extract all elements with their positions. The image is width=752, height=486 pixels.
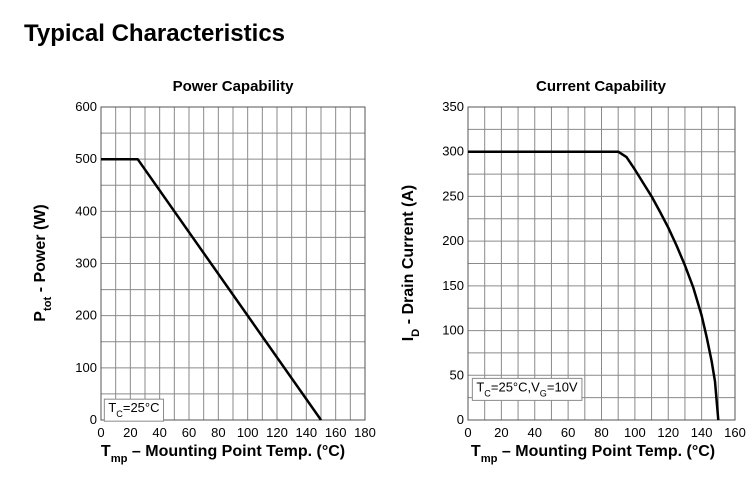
x-tick-label: 20 [494,425,508,440]
y-tick-label: 400 [75,203,97,218]
y-tick-label: 50 [450,367,464,382]
x-tick-label: 60 [561,425,575,440]
chart-2: 0 20 40 60 80 100 120 140 160 0 50 100 150 200 250 300 3… [400,78,746,465]
x-tick-label: 160 [724,425,746,440]
y-tick-label: 100 [442,323,464,338]
y-tick-label: 200 [75,308,97,323]
y-tick-label: 100 [75,360,97,375]
y-tick-label: 150 [442,278,464,293]
x-axis-label: Tmp – Mounting Point Temp. (°C) [471,443,715,465]
y-axis-label: ID - Drain Current (A) [400,185,422,342]
condition-annotation: TC=25°C [108,400,159,419]
annotation-box [471,377,583,401]
x-tick-label: 20 [123,425,137,440]
x-tick-label: 140 [691,425,713,440]
y-axis-label: Ptot - Power (W) [32,204,54,321]
x-tick-label: 160 [325,425,347,440]
y-tick-label: 300 [442,144,464,159]
x-tick-label: 140 [295,425,317,440]
chart-1: 0 20 40 60 80 100 120 140 160 180 0 100 200 300 400 500… [32,78,376,465]
x-tick-label: 100 [624,425,646,440]
x-tick-label: 0 [464,425,471,440]
y-tick-label: 0 [457,412,464,427]
series-line-1 [101,157,323,421]
x-tick-label: 40 [152,425,166,440]
y-tick-label: 500 [75,151,97,166]
plot-frame [467,106,736,421]
x-tick-label: 120 [657,425,679,440]
x-tick-label: 80 [594,425,608,440]
annotation-box [103,398,165,422]
chart-title: Power Capability [173,78,295,95]
y-tick-label: 350 [442,99,464,114]
x-tick-label: 60 [182,425,196,440]
plot-frame [100,106,366,421]
y-tick-label: 300 [75,256,97,271]
x-tick-label: 100 [237,425,259,440]
chart-title: Current Capability [536,78,667,95]
x-tick-label: 40 [528,425,542,440]
x-tick-label: 80 [211,425,225,440]
y-tick-label: 200 [442,233,464,248]
x-axis-label: Tmp – Mounting Point Temp. (°C) [101,443,345,465]
y-tick-label: 250 [442,188,464,203]
x-tick-label: 0 [97,425,104,440]
y-tick-label: 0 [90,412,97,427]
x-tick-label: 180 [354,425,376,440]
x-tick-label: 120 [266,425,288,440]
page-title: Typical Characteristics [24,20,286,47]
y-tick-label: 600 [75,99,97,114]
series-line-1 [468,150,720,421]
condition-annotation: TC=25°C,VG=10V [476,379,578,398]
